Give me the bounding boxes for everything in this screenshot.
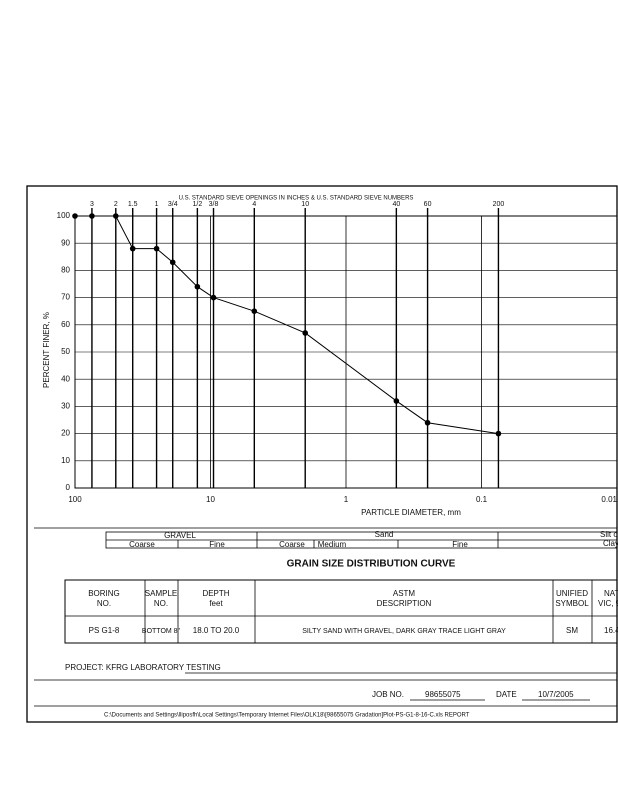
table-cell: SM (566, 626, 578, 635)
table-header: SYMBOL (555, 599, 589, 608)
y-tick-label: 80 (61, 266, 70, 275)
class-label: Silt or (600, 530, 618, 539)
table-header: NO. (154, 599, 168, 608)
data-point (251, 308, 258, 315)
sieve-header: U.S. STANDARD SIEVE OPENINGS IN INCHES &… (179, 196, 414, 202)
table (64, 579, 618, 644)
sieve-label: 3/4 (168, 201, 178, 208)
table-cell: PS G1-8 (89, 626, 120, 635)
data-point (424, 419, 431, 426)
doc-title: GRAIN SIZE DISTRIBUTION CURVE (287, 559, 456, 570)
data-point (89, 213, 95, 219)
sieve-label: 3/8 (209, 201, 219, 208)
file-path: C:\Documents and Settings\lliposfh\Local… (104, 713, 470, 719)
x-axis-label: PARTICLE DIAMETER, mm (361, 508, 461, 517)
data-point (302, 330, 309, 336)
job-label: JOB NO. (372, 690, 404, 699)
table-header: feet (209, 599, 223, 608)
class-label: Coarse (279, 540, 305, 549)
sieve-label: 4 (252, 201, 256, 208)
x-tick-label: 1 (344, 495, 349, 504)
data-point (210, 294, 217, 301)
y-tick-label: 20 (61, 429, 70, 438)
class-label: GRAVEL (164, 531, 196, 540)
class-label: Fine (209, 540, 225, 549)
table-cell: 18.0 TO 20.0 (193, 626, 240, 635)
date: 10/7/2005 (538, 690, 574, 699)
table-header: VIC, % (598, 599, 618, 608)
sieve-label: 1.5 (128, 201, 138, 208)
data-point (129, 245, 136, 252)
project: PROJECT: KFRG LABORATORY TESTING (65, 663, 221, 672)
y-tick-label: 100 (57, 211, 71, 220)
sieve-label: 2 (114, 201, 118, 208)
table-header: UNIFIED (556, 589, 588, 598)
data-point (112, 213, 119, 219)
table-header: NAT (604, 589, 618, 598)
job-number: 98655075 (425, 690, 461, 699)
class-label: Medium (318, 540, 347, 549)
table-header: ASTM (393, 589, 416, 598)
data-point (194, 283, 201, 290)
x-tick-label: 100 (68, 495, 82, 504)
data-point (153, 245, 160, 252)
class-label: Fine (452, 540, 468, 549)
sieve-label: 40 (392, 201, 400, 208)
y-tick-label: 40 (61, 374, 70, 383)
class-label: Clay (603, 539, 618, 548)
table-header: NO. (97, 599, 111, 608)
y-tick-label: 30 (61, 402, 70, 411)
sieve-label: 60 (424, 201, 432, 208)
x-tick-label: 10 (206, 495, 215, 504)
table-cell: SILTY SAND WITH GRAVEL, DARK GRAY TRACE … (302, 628, 506, 635)
y-tick-label: 70 (61, 293, 70, 302)
data-point (495, 430, 502, 437)
table-header: DESCRIPTION (377, 599, 432, 608)
y-tick-label: 10 (61, 456, 70, 465)
class-label: Sand (375, 530, 394, 539)
class-label: Coarse (129, 540, 155, 549)
x-tick-label: 0.1 (476, 495, 488, 504)
sieve-label: 1/2 (193, 201, 203, 208)
y-axis-label: PERCENT FINER, % (42, 312, 51, 388)
data-point (393, 398, 400, 404)
table-header: BORING (88, 589, 120, 598)
sieve-label: 200 (493, 201, 505, 208)
data-point (169, 259, 176, 266)
y-tick-label: 60 (61, 320, 70, 329)
table-header: SAMPLE (145, 589, 177, 598)
table-cell: BOTTOM 8" (142, 628, 181, 635)
sieve-label: 3 (90, 201, 94, 208)
y-tick-label: 50 (61, 347, 70, 356)
table-cell: 16.4 (604, 626, 618, 635)
y-tick-label: 90 (61, 238, 70, 247)
table-header: DEPTH (202, 589, 229, 598)
data-point (72, 213, 78, 219)
y-tick-label: 0 (66, 483, 71, 492)
date-label: DATE (496, 690, 517, 699)
sieve-label: 10 (301, 201, 309, 208)
sieve-label: 1 (155, 201, 159, 208)
x-tick-label: 0.01 (601, 495, 617, 504)
